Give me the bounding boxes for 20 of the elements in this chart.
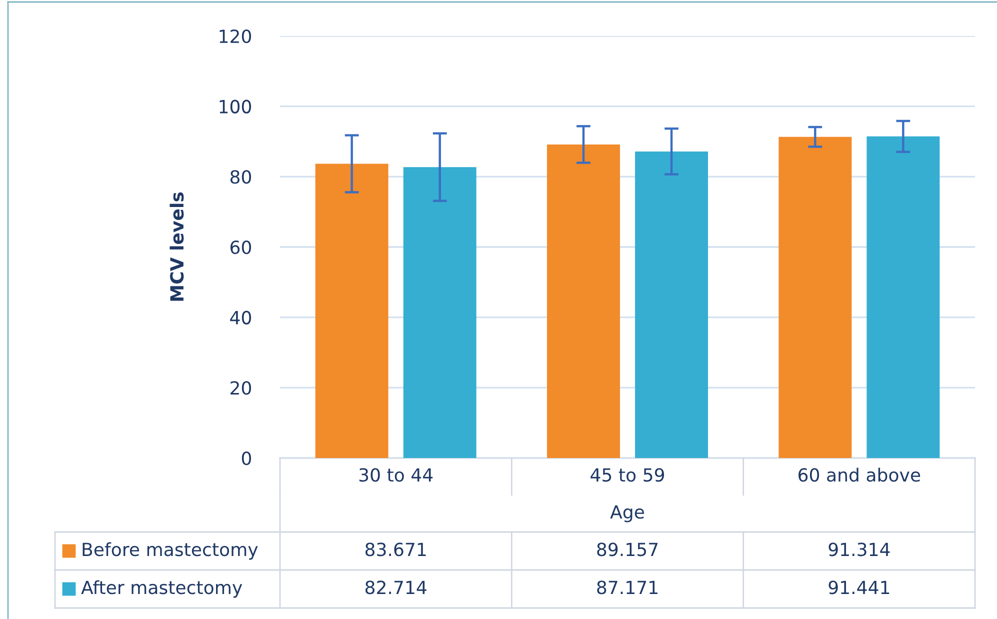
y-axis-title: MCV levels	[170, 192, 184, 301]
y-tick-label: 120	[220, 29, 252, 44]
y-tick-label: 80	[230, 170, 252, 184]
y-tick-label: 20	[230, 381, 252, 395]
x-tick-label: 45 to 59	[590, 468, 664, 482]
y-tick-label: 0	[242, 451, 252, 466]
data-label: 91.441	[828, 580, 890, 594]
legend-label: Before mastectomy	[82, 542, 258, 560]
x-tick-label: 60 and above	[798, 468, 920, 482]
data-label: 83.671	[365, 542, 426, 556]
data-label: 87.171	[597, 580, 658, 594]
y-tick-label: 60	[230, 240, 252, 254]
data-label: 82.714	[365, 580, 426, 594]
legend-label: After mastectomy	[81, 580, 242, 598]
data-label: 89.157	[597, 542, 658, 556]
y-tick-label: 100	[220, 100, 252, 114]
x-axis-title: Age	[610, 505, 644, 522]
data-label: 91.314	[828, 542, 890, 556]
y-tick-label: 40	[230, 310, 252, 324]
x-tick-label: 30 to 44	[359, 468, 433, 482]
